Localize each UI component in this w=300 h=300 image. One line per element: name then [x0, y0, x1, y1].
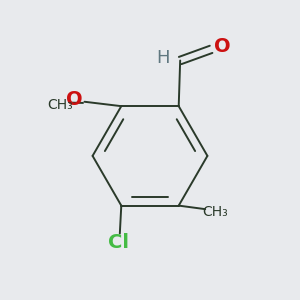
Text: CH₃: CH₃ [47, 98, 73, 112]
Text: O: O [214, 37, 231, 56]
Text: H: H [156, 49, 170, 67]
Text: Cl: Cl [108, 233, 129, 252]
Text: CH₃: CH₃ [202, 205, 228, 219]
Text: O: O [66, 90, 82, 109]
